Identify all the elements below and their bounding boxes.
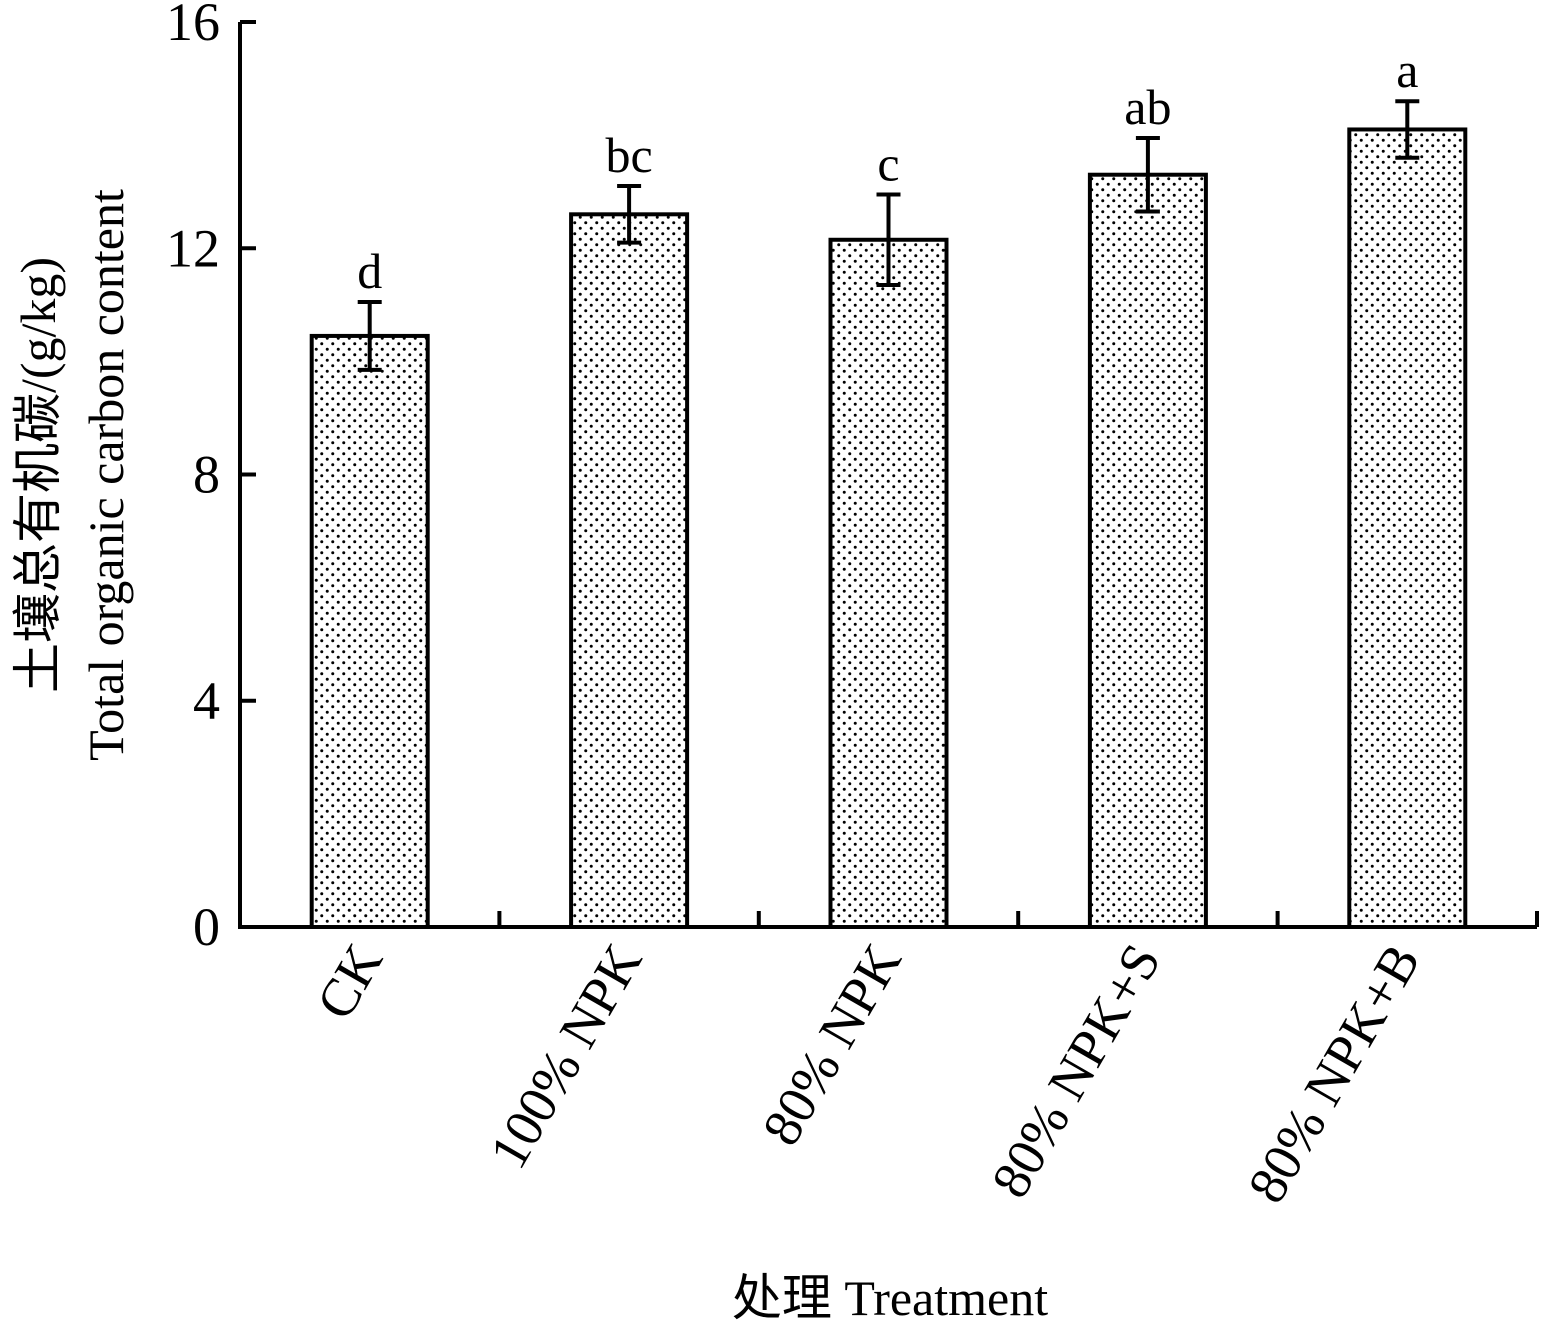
y-tick-label: 12 — [166, 218, 220, 278]
significance-labels-group: d bc c ab a — [357, 42, 1418, 299]
bar — [1087, 172, 1208, 929]
error-bars-group — [357, 99, 1420, 372]
x-category-label: 80% NPK+B — [1236, 934, 1431, 1213]
y-axis-title-chinese: 土壤总有机碳/(g/kg) — [10, 257, 66, 693]
significance-label: d — [357, 243, 382, 299]
significance-label: bc — [605, 127, 652, 183]
x-category-label: CK — [305, 934, 394, 1029]
significance-label: ab — [1124, 79, 1171, 135]
y-ticks-group: 0 4 8 12 16 — [166, 0, 256, 957]
y-tick-label: 4 — [193, 671, 220, 731]
significance-label: a — [1396, 42, 1418, 98]
bar — [828, 237, 949, 929]
x-category-labels-group: CK 100% NPK 80% NPK 80% NPK+S 80% NPK+B — [305, 934, 1432, 1213]
y-axis-title-english: Total organic carbon content — [78, 189, 134, 761]
bar — [569, 212, 690, 929]
bar — [1347, 127, 1468, 929]
y-tick-label: 16 — [166, 0, 220, 52]
bar — [309, 333, 430, 929]
x-category-label: 80% NPK — [751, 934, 913, 1155]
x-category-label: 100% NPK — [478, 934, 654, 1178]
y-tick-label: 0 — [193, 897, 220, 957]
y-tick-label: 8 — [193, 445, 220, 505]
x-axis-title: 处理 Treatment — [732, 1270, 1048, 1324]
x-ticks-group — [497, 911, 1539, 927]
significance-label: c — [877, 136, 899, 192]
x-category-label: 80% NPK+S — [980, 934, 1172, 1207]
